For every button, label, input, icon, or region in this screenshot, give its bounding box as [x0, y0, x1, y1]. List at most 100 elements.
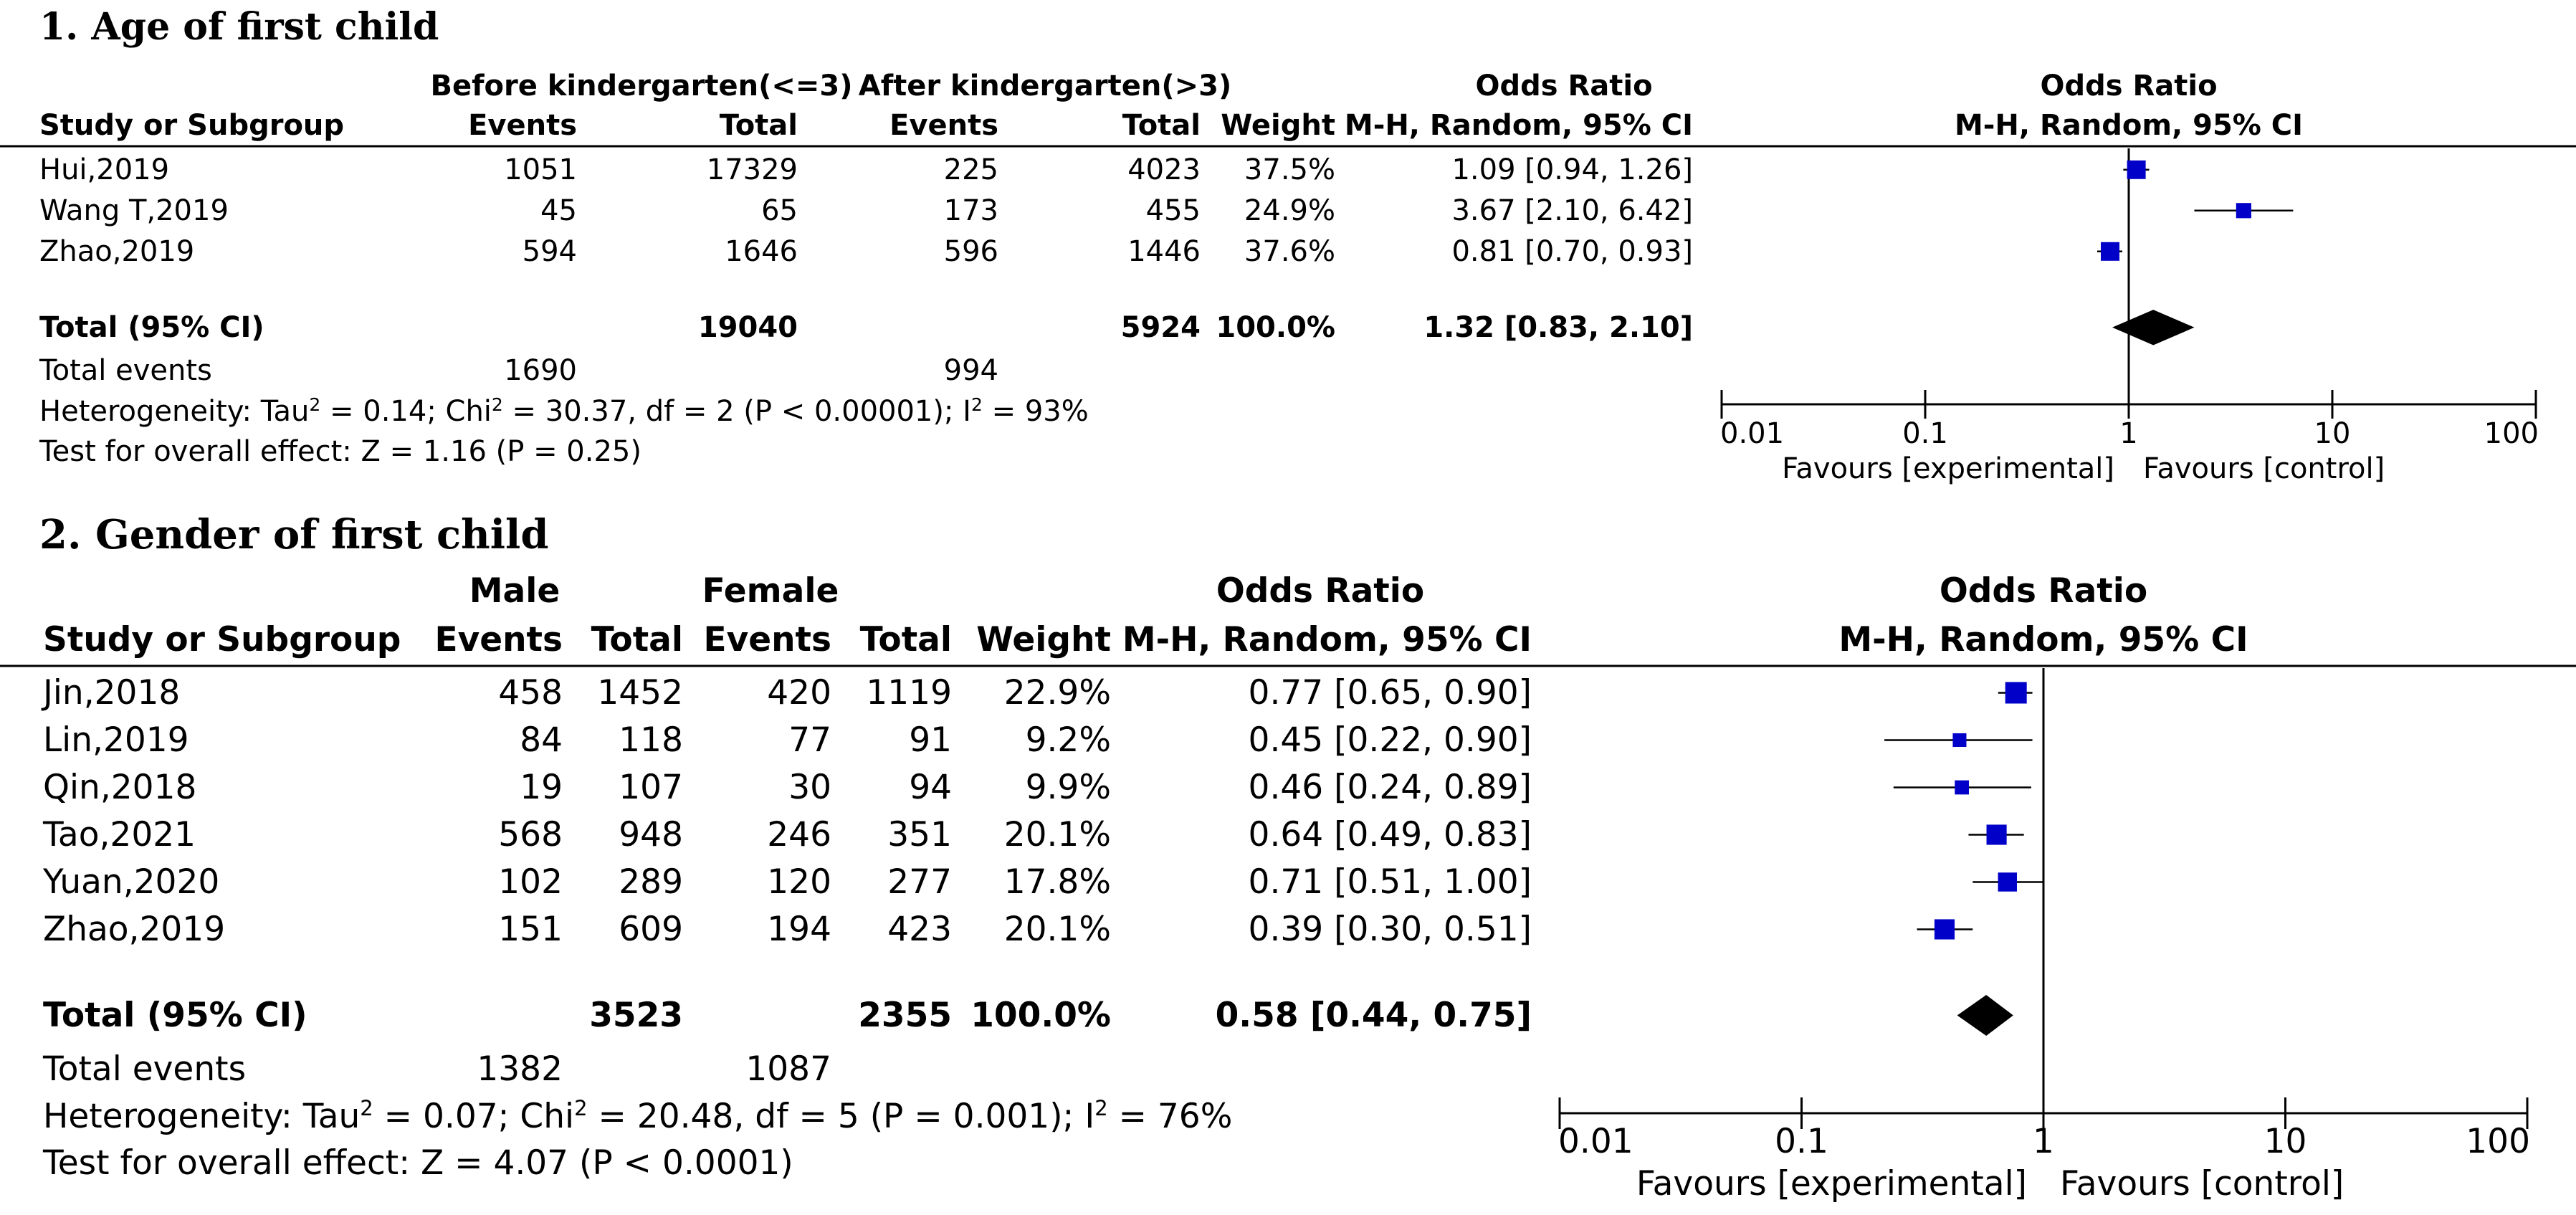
total-2: 277: [887, 862, 952, 902]
total-1: 107: [619, 768, 683, 807]
plot-title: Odds Ratio: [2040, 70, 2217, 103]
total-2: 91: [909, 720, 952, 760]
total-1: 1452: [597, 673, 683, 713]
weight-header: Weight: [1221, 109, 1335, 142]
events-2: 173: [944, 194, 998, 227]
total-sum-2: 2355: [858, 996, 952, 1035]
superscript: 2: [360, 1096, 373, 1120]
x-tick-label: 100: [2484, 417, 2539, 450]
study-name: Lin,2019: [43, 720, 189, 760]
events-1: 1051: [504, 153, 577, 186]
heterogeneity-part: = 76%: [1108, 1097, 1233, 1136]
x-tick-label: 0.01: [1720, 417, 1784, 450]
odds-ratio-ci: 0.46 [0.24, 0.89]: [1249, 768, 1532, 807]
heterogeneity-part: = 93%: [983, 395, 1089, 428]
superscript: 2: [574, 1096, 587, 1120]
pooled-odds-ratio-ci: 1.32 [0.83, 2.10]: [1423, 311, 1693, 344]
group-label-2: Female: [702, 571, 839, 611]
total-weight: 100.0%: [970, 996, 1111, 1035]
weight: 9.2%: [1026, 720, 1111, 760]
effect-marker: [1952, 733, 1967, 747]
forest-panel-1: 1. Age of first child Before kindergarten…: [0, 5, 2576, 485]
events-1: 594: [523, 235, 577, 268]
study-row: Wang T,2019 45 65 173 455 24.9% 3.67 [2.10, 6.…: [39, 194, 2294, 227]
superscript: 2: [1094, 1096, 1107, 1120]
pooled-diamond: [2112, 310, 2195, 346]
x-tick-label: 10: [2314, 417, 2351, 450]
study-row: Zhao,2019 594 1646 596 1446 37.6% 0.81 [0.70, …: [39, 235, 2123, 268]
total-2: 1119: [866, 673, 952, 713]
odds-ratio-ci: 0.64 [0.49, 0.83]: [1249, 815, 1532, 854]
heterogeneity-part: = 30.37, df = 2 (P < 0.00001); I: [503, 395, 971, 428]
x-tick-label: 1: [2119, 417, 2137, 450]
events-1: 84: [520, 720, 563, 760]
effect-marker: [2236, 203, 2251, 219]
effect-marker: [1955, 780, 1970, 795]
x-tick-label: 0.1: [1902, 417, 1948, 450]
study-row: Qin,2018 19 107 30 94 9.9% 0.46 [0.24, 0.89]: [43, 768, 2031, 807]
events-1: 45: [540, 194, 577, 227]
plot-method: M-H, Random, 95% CI: [1955, 109, 2303, 142]
total-1: 1646: [725, 235, 798, 268]
total-row: Total (95% CI) 19040 5924 100.0% 1.32 [0.83,…: [39, 310, 2195, 346]
events-header-1: Events: [468, 109, 577, 142]
total-events-label: Total events: [39, 354, 212, 387]
total-events-label: Total events: [42, 1049, 246, 1089]
overall-effect-text: Test for overall effect: Z = 1.16 (P = 0…: [39, 435, 641, 468]
weight: 20.1%: [1004, 910, 1111, 949]
total-sum-2: 5924: [1121, 311, 1201, 344]
pooled-diamond: [1957, 994, 2013, 1036]
favours-control-label: Favours [control]: [2143, 452, 2385, 485]
heterogeneity-text: Heterogeneity: Tau2 = 0.14; Chi2 = 30.37…: [39, 394, 1089, 429]
total-header-1: Total: [720, 109, 798, 142]
favours-experimental-label: Favours [experimental]: [1782, 452, 2114, 485]
total-events-2: 994: [944, 354, 998, 387]
x-tick-label: 100: [2466, 1122, 2530, 1161]
events-2: 30: [788, 768, 831, 807]
total-1: 118: [619, 720, 683, 760]
total-header-2: Total: [1122, 109, 1201, 142]
total-1: 948: [619, 815, 683, 854]
total-2: 94: [909, 768, 952, 807]
events-header-1: Events: [434, 620, 563, 659]
events-2: 596: [944, 235, 998, 268]
events-2: 77: [788, 720, 831, 760]
total-2: 4023: [1127, 153, 1201, 186]
study-row: Yuan,2020 102 289 120 277 17.8% 0.71 [0.51, 1.…: [42, 862, 2043, 902]
events-2: 246: [767, 815, 831, 854]
x-tick-label: 0.01: [1558, 1122, 1633, 1161]
heterogeneity-part: = 20.48, df = 5 (P = 0.001); I: [588, 1097, 1095, 1136]
effect-marker: [2005, 682, 2027, 704]
effect-marker: [2127, 160, 2146, 179]
study-name: Zhao,2019: [43, 910, 225, 949]
study-name: Wang T,2019: [39, 194, 229, 227]
total-header-2: Total: [860, 620, 952, 659]
favours-control-label: Favours [control]: [2060, 1164, 2344, 1204]
study-row: Jin,2018 458 1452 420 1119 22.9% 0.77 [0.65, 0…: [41, 673, 2033, 713]
favours-experimental-label: Favours [experimental]: [1636, 1164, 2027, 1204]
weight: 17.8%: [1004, 862, 1111, 902]
study-row: Zhao,2019 151 609 194 423 20.1% 0.39 [0.30, 0.…: [43, 910, 1973, 949]
weight-header: Weight: [976, 620, 1111, 659]
study-row: Lin,2019 84 118 77 91 9.2% 0.45 [0.22, 0.90]: [43, 720, 2033, 760]
superscript: 2: [309, 394, 320, 415]
odds-ratio-ci: 0.81 [0.70, 0.93]: [1451, 235, 1693, 268]
or-method-header: M-H, Random, 95% CI: [1345, 109, 1693, 142]
events-1: 102: [498, 862, 563, 902]
total-1: 17329: [707, 153, 798, 186]
weight: 9.9%: [1026, 768, 1111, 807]
group-label-2: After kindergarten(>3): [859, 70, 1232, 103]
plot-method: M-H, Random, 95% CI: [1838, 620, 2248, 659]
overall-effect-text: Test for overall effect: Z = 4.07 (P < 0…: [42, 1143, 793, 1183]
events-header-2: Events: [889, 109, 998, 142]
total-events-1: 1690: [504, 354, 577, 387]
x-tick-label: 0.1: [1775, 1122, 1828, 1161]
total-sum-1: 3523: [589, 996, 683, 1035]
or-column-title: Odds Ratio: [1216, 571, 1424, 611]
events-2: 194: [767, 910, 831, 949]
heterogeneity-part: Heterogeneity: Tau: [39, 395, 309, 428]
odds-ratio-ci: 0.71 [0.51, 1.00]: [1249, 862, 1532, 902]
events-1: 151: [498, 910, 563, 949]
total-events-1: 1382: [477, 1049, 563, 1089]
